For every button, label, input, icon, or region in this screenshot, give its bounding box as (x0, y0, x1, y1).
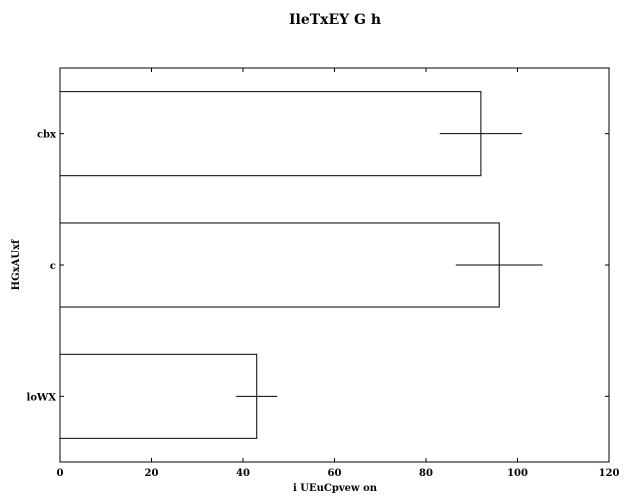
x-axis-label: i UEuCpvew on (293, 483, 378, 494)
y-tick-label: cbx (37, 130, 57, 141)
x-tick-label: 40 (236, 468, 250, 479)
x-tick-label: 80 (419, 468, 433, 479)
x-tick-label: 0 (57, 468, 64, 479)
y-tick-label: c (50, 261, 56, 272)
x-axis-ticks: 0 20 40 60 80 100 120 (57, 68, 620, 479)
x-tick-label: 120 (599, 468, 620, 479)
bar-loWX (59, 353, 258, 439)
y-axis-label: HGxAUxf (11, 239, 22, 290)
bars-group (59, 91, 500, 439)
bar-c (59, 222, 500, 308)
x-tick-label: 100 (507, 468, 528, 479)
y-tick-label: loWX (27, 392, 57, 403)
y-axis-ticks: cbx c loWX (27, 130, 609, 403)
error-bars-group (236, 133, 543, 397)
chart-title: IleTxEY G h (289, 12, 381, 28)
x-tick-label: 20 (145, 468, 159, 479)
bar-cbx (59, 91, 482, 177)
x-tick-label: 60 (328, 468, 342, 479)
